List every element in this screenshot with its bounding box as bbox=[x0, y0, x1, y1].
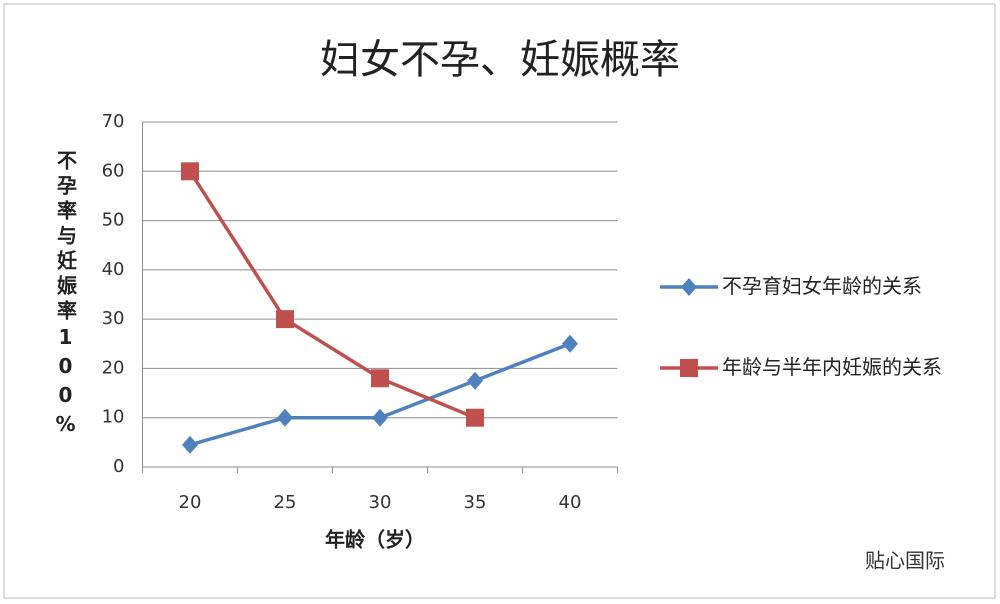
marker bbox=[371, 369, 389, 388]
x-tick-label: 40 bbox=[559, 492, 582, 513]
x-tick-label: 25 bbox=[274, 492, 297, 513]
x-tick-label: 35 bbox=[464, 492, 487, 513]
y-tick-label: 40 bbox=[102, 259, 125, 280]
chart-border bbox=[3, 3, 996, 599]
marker bbox=[680, 359, 698, 377]
y-tick-label: 30 bbox=[102, 308, 125, 329]
series-line bbox=[189, 342, 571, 447]
x-axis-label: 年龄（岁） bbox=[325, 528, 425, 552]
y-axis-label: 不孕率与妊娠率100% bbox=[54, 150, 78, 441]
marker bbox=[276, 310, 294, 329]
marker bbox=[466, 408, 484, 427]
y-tick-label: 60 bbox=[102, 160, 125, 181]
marker bbox=[681, 278, 697, 296]
marker bbox=[277, 408, 293, 427]
y-tick-label: 20 bbox=[102, 357, 125, 378]
legend-label: 不孕育妇女年龄的关系 bbox=[722, 274, 922, 298]
x-tick-label: 20 bbox=[179, 492, 202, 513]
y-tick-label: 0 bbox=[113, 456, 124, 477]
marker bbox=[562, 334, 578, 353]
marker bbox=[467, 371, 483, 390]
y-tick-label: 10 bbox=[102, 407, 125, 428]
marker bbox=[182, 435, 198, 454]
x-tick-label: 30 bbox=[369, 492, 392, 513]
chart-title: 妇女不孕、妊娠概率 bbox=[320, 37, 680, 83]
series-line bbox=[188, 170, 476, 420]
marker bbox=[181, 162, 199, 181]
y-tick-label: 50 bbox=[102, 210, 125, 231]
watermark: 贴心国际 bbox=[865, 549, 945, 573]
y-tick-label: 70 bbox=[102, 111, 125, 132]
legend-label: 年龄与半年内妊娠的关系 bbox=[722, 355, 942, 379]
marker bbox=[372, 408, 388, 427]
